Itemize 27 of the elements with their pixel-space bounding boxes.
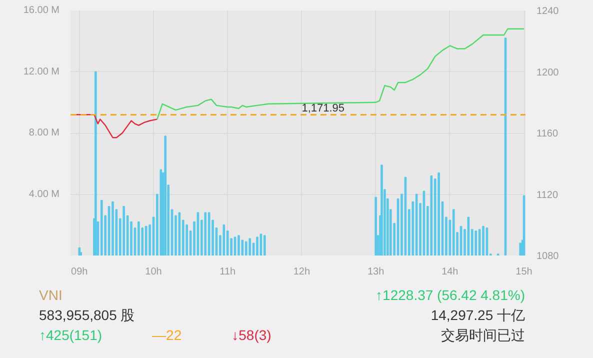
- x-tick-label: 15h: [516, 266, 532, 278]
- line-series: [156, 28, 525, 120]
- y2-tick-label: 1240: [536, 6, 560, 17]
- y2-tick-label: 1080: [536, 251, 560, 262]
- x-tick-label: 14h: [442, 266, 458, 278]
- y-tick-label: 16.00 M: [23, 5, 60, 16]
- x-tick-label: 09h: [71, 266, 88, 278]
- text: ↑1228.37 (56.42 4.81%): [376, 286, 525, 305]
- x-tick-label: 11h: [220, 266, 236, 278]
- y-tick-label: 4.00 M: [28, 188, 60, 200]
- text: ↓58(3): [232, 326, 272, 345]
- text: 交易时间已过: [441, 326, 525, 345]
- x-tick-label: 10h: [145, 266, 162, 278]
- x-tick-label: 12h: [293, 266, 310, 278]
- text: —22: [152, 326, 182, 345]
- x-tick-label: 13h: [367, 266, 384, 278]
- y2-tick-label: 1160: [536, 128, 558, 140]
- text: 14,297.25 十亿: [430, 306, 525, 325]
- ref-line-label: 1,171.95: [302, 102, 345, 115]
- text: ↑425(151): [39, 326, 102, 345]
- y2-tick-label: 1120: [536, 190, 558, 201]
- y-tick-label: 12.00 M: [23, 66, 60, 78]
- y-tick-label: 8.00 M: [28, 128, 60, 138]
- text: 583,955,805 股: [39, 306, 135, 325]
- line-series: [75, 114, 158, 138]
- y2-tick-label: 1200: [536, 67, 560, 78]
- text: VNI: [39, 286, 62, 305]
